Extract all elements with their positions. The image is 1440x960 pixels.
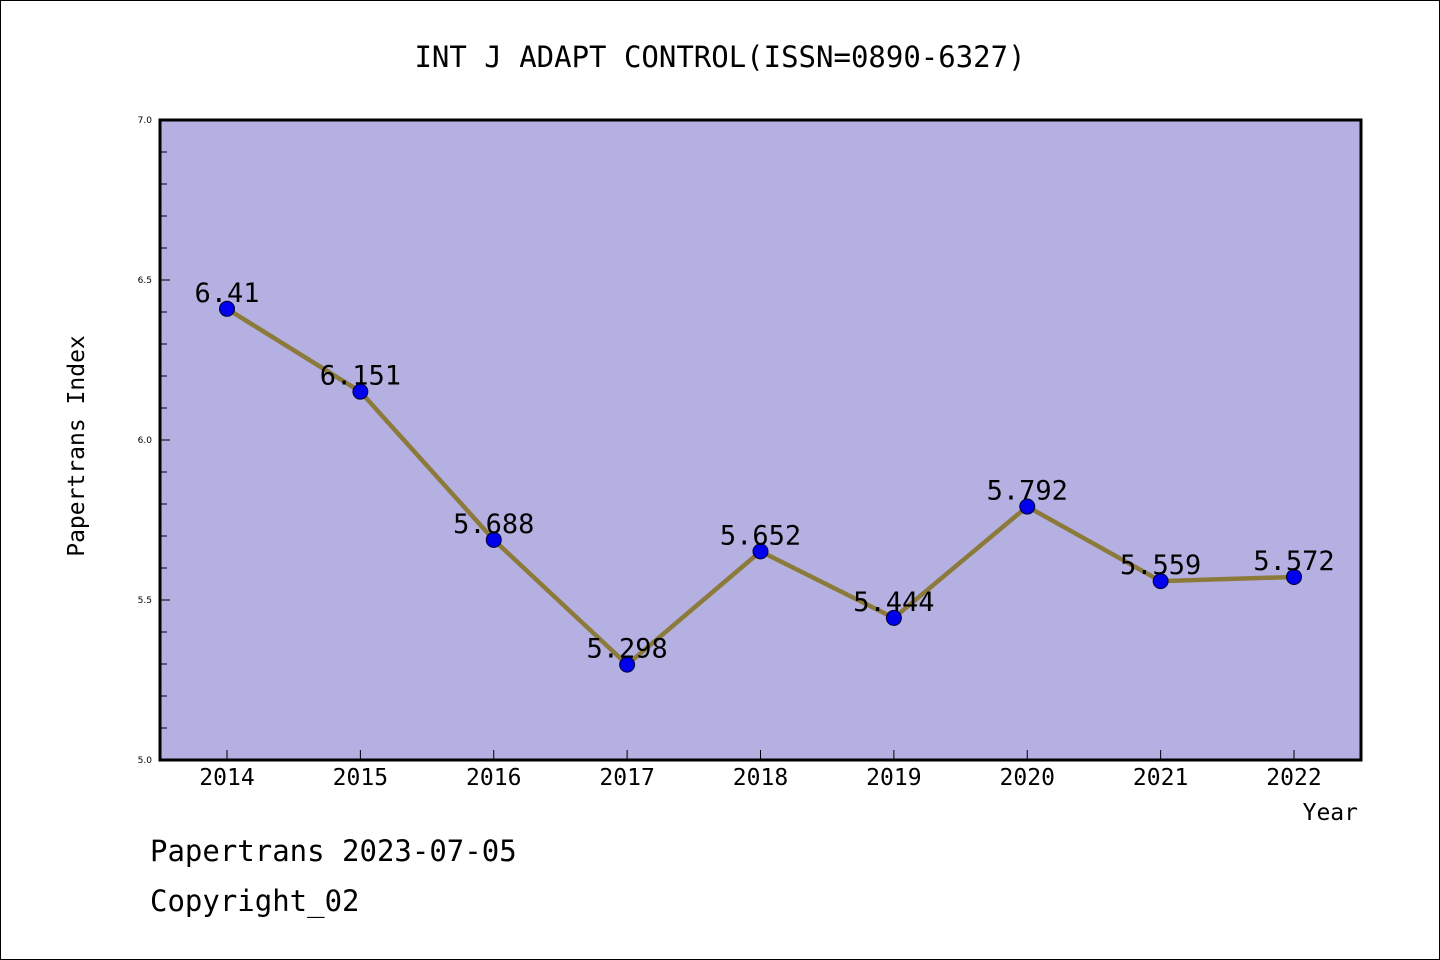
x-tick-label: 2022	[1266, 765, 1321, 791]
data-label: 5.298	[586, 634, 667, 665]
data-point	[1019, 498, 1036, 515]
data-point	[219, 300, 235, 317]
data-point	[752, 543, 769, 560]
y-axis: 5.0 5.5 6.0 6.5 7.0	[138, 116, 170, 766]
x-tick-label: 2014	[199, 765, 254, 791]
footer-copyright: Copyright_02	[150, 884, 360, 918]
x-tick-label: 2018	[733, 765, 788, 791]
data-point	[619, 656, 636, 673]
x-tick-label: 2020	[1000, 765, 1055, 791]
x-tick-label: 2017	[599, 765, 654, 791]
data-label: 5.444	[853, 587, 934, 618]
data-point	[1286, 568, 1302, 585]
data-label: 6.41	[194, 278, 259, 309]
data-points	[219, 300, 1302, 673]
y-tick-label: 6.0	[138, 436, 153, 446]
plot-area	[158, 118, 1363, 762]
data-label: 5.688	[453, 509, 534, 540]
y-tick-label: 6.5	[138, 276, 152, 286]
x-tick-label: 2015	[333, 765, 388, 791]
data-label: 6.151	[320, 361, 401, 392]
data-label: 5.572	[1253, 546, 1334, 577]
data-point	[1152, 573, 1169, 590]
data-label: 5.559	[1120, 550, 1201, 581]
chart-title: INT J ADAPT CONTROL(ISSN=0890-6327)	[414, 40, 1025, 74]
data-labels: 6.41 6.151 5.688 5.298 5.652 5.444 5.792 5.559 5…	[194, 278, 1334, 665]
y-axis-label: Papertrans Index	[64, 335, 90, 557]
data-point	[885, 609, 902, 626]
x-axis: 2014 2015 2016 2017 2018 2019 2020 2021 2022	[199, 750, 1322, 791]
data-label: 5.792	[987, 476, 1068, 507]
data-label: 5.652	[720, 520, 801, 551]
y-tick-label: 7.0	[138, 116, 153, 126]
x-tick-label: 2019	[866, 765, 921, 791]
y-tick-label: 5.0	[138, 756, 153, 766]
y-tick-label: 5.5	[138, 596, 152, 606]
data-point	[485, 531, 502, 548]
x-tick-label: 2016	[466, 765, 521, 791]
x-tick-label: 2021	[1133, 765, 1188, 791]
data-point	[352, 383, 369, 400]
footer-date: Papertrans 2023-07-05	[150, 834, 517, 868]
x-axis-label: Year	[1303, 800, 1358, 826]
